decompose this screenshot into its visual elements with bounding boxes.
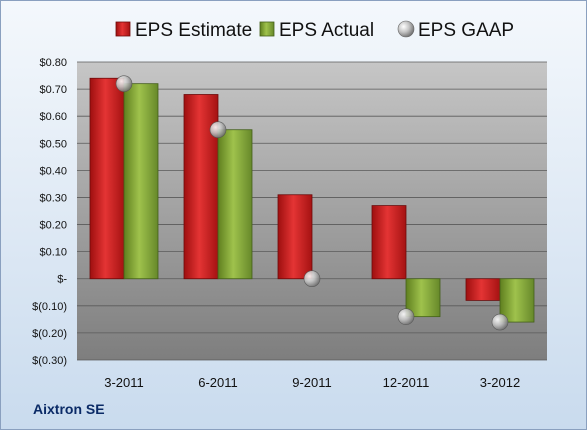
eps-actual-bar: [123, 83, 159, 280]
x-category-label: 6-2011: [198, 375, 238, 390]
y-tick-label: $0.30: [39, 192, 67, 204]
eps-estimate-bar: [277, 194, 313, 280]
eps-gaap-marker: [303, 270, 321, 288]
eps-actual-bar: [499, 278, 535, 323]
company-name: Aixtron SE: [33, 401, 105, 417]
eps-gaap-marker: [115, 75, 133, 92]
x-category-label: 12-2011: [383, 375, 430, 390]
legend-label: EPS Actual: [279, 20, 374, 41]
eps-gaap-marker: [397, 308, 415, 325]
y-tick-label: $0.60: [39, 111, 67, 123]
eps-estimate-bar: [371, 205, 407, 280]
legend-label: EPS GAAP: [418, 20, 514, 41]
y-tick-label: $0.40: [39, 165, 67, 177]
legend-label: EPS Estimate: [135, 20, 252, 41]
x-category-label: 9-2011: [292, 375, 332, 390]
y-tick-label: $(0.30): [32, 355, 67, 367]
y-tick-label: $0.10: [39, 247, 67, 259]
y-tick-label: $0.20: [39, 220, 67, 232]
y-tick-label: $(0.20): [32, 328, 67, 340]
y-tick-label: $0.50: [39, 138, 67, 150]
y-tick-label: $(0.10): [32, 301, 67, 313]
eps-estimate-bar: [465, 278, 501, 301]
eps-actual-bar: [217, 129, 253, 280]
legend-marker-gaap: [397, 20, 415, 38]
legend-swatch-actual: [259, 21, 275, 37]
y-tick-label: $-: [57, 274, 67, 286]
eps-estimate-bar: [183, 94, 219, 280]
eps-actual-bar: [405, 278, 441, 318]
eps-gaap-marker: [209, 121, 227, 139]
y-tick-label: $0.70: [39, 84, 67, 96]
eps-gaap-marker: [491, 313, 509, 331]
x-category-label: 3-2011: [104, 375, 144, 390]
x-category-label: 3-2012: [480, 375, 520, 390]
eps-estimate-bar: [89, 77, 125, 280]
legend-swatch-estimate: [115, 21, 131, 37]
y-tick-label: $0.80: [39, 57, 67, 69]
